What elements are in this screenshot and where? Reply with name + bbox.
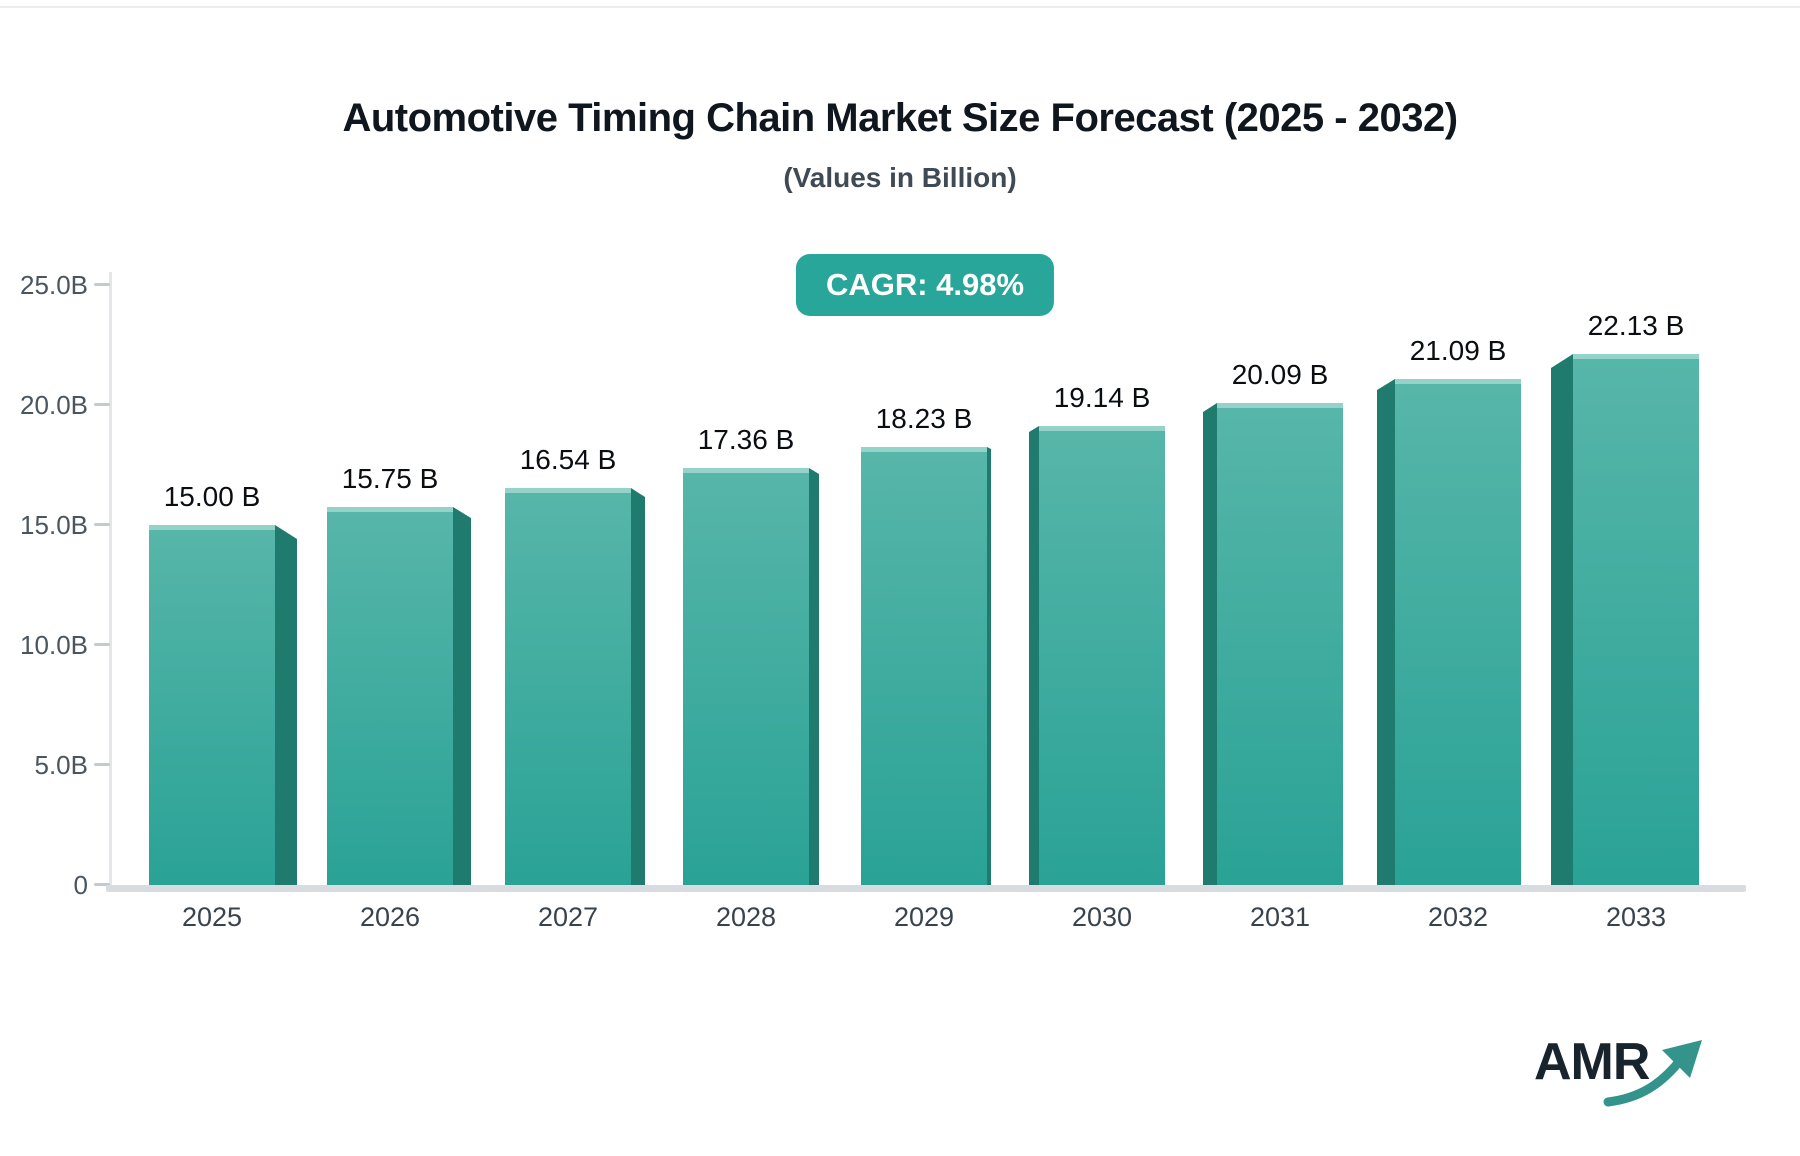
y-tick-mark — [94, 643, 110, 646]
bar-value-label: 21.09 B — [1409, 335, 1507, 366]
bar — [1217, 403, 1343, 885]
y-tick-mark — [94, 883, 110, 886]
y-tick-label: 10.0B — [20, 630, 88, 660]
x-tick-label: 2030 — [1071, 902, 1133, 932]
bar-value-label: 17.36 B — [697, 424, 795, 455]
x-tick-label: 2033 — [1605, 902, 1667, 932]
bar-side-face — [1377, 379, 1395, 885]
x-tick-label: 2027 — [537, 902, 599, 932]
bar-side-face — [453, 507, 471, 885]
bar-value-label: 19.14 B — [1053, 382, 1151, 413]
bar — [327, 507, 453, 885]
bar-value-label: 22.13 B — [1587, 310, 1685, 341]
growth-arrow-icon — [1603, 1040, 1702, 1107]
y-tick-label: 5.0B — [34, 750, 89, 780]
amr-logo-text: AMR — [1534, 1033, 1650, 1091]
bar-side-face — [809, 468, 819, 885]
x-tick-label: 2031 — [1249, 902, 1311, 932]
y-tick-label: 15.0B — [20, 510, 88, 540]
x-tick-label: 2026 — [359, 902, 421, 932]
bar — [1573, 354, 1699, 885]
x-axis-line — [106, 885, 1746, 892]
bar-value-label: 18.23 B — [875, 403, 973, 434]
bar — [1395, 379, 1521, 885]
bar-value-label: 15.75 B — [341, 463, 439, 494]
chart-title: Automotive Timing Chain Market Size Fore… — [342, 96, 1458, 140]
y-tick-label: 0 — [73, 870, 88, 900]
bar — [505, 488, 631, 885]
y-tick-mark — [94, 763, 110, 766]
bar-side-face — [1029, 426, 1039, 885]
bar-side-face — [1551, 354, 1573, 885]
x-tick-label: 2029 — [893, 902, 955, 932]
bar-side-face — [1203, 403, 1217, 885]
bar-value-label: 16.54 B — [519, 444, 617, 475]
y-axis-line — [109, 272, 112, 890]
x-tick-label: 2025 — [181, 902, 243, 932]
chart-subtitle: (Values in Billion) — [783, 162, 1017, 193]
y-tick-label: 25.0B — [20, 270, 88, 300]
y-tick-mark — [94, 523, 110, 526]
cagr-badge: CAGR: 4.98% — [795, 254, 1055, 316]
bar — [1039, 426, 1165, 885]
x-tick-label: 2032 — [1427, 902, 1489, 932]
y-tick-mark — [94, 403, 110, 406]
bar-value-label: 20.09 B — [1231, 359, 1329, 390]
bar-side-face — [631, 488, 645, 885]
x-tick-label: 2028 — [715, 902, 777, 932]
y-tick-mark — [94, 283, 110, 286]
bar-side-face — [275, 525, 297, 885]
top-divider — [0, 6, 1800, 8]
amr-logo: AMR — [1528, 1028, 1718, 1112]
bar — [149, 525, 275, 885]
bar-side-face — [987, 447, 991, 885]
bar — [683, 468, 809, 885]
y-tick-label: 20.0B — [20, 390, 88, 420]
bar-value-label: 15.00 B — [163, 481, 261, 512]
bar — [861, 447, 987, 885]
